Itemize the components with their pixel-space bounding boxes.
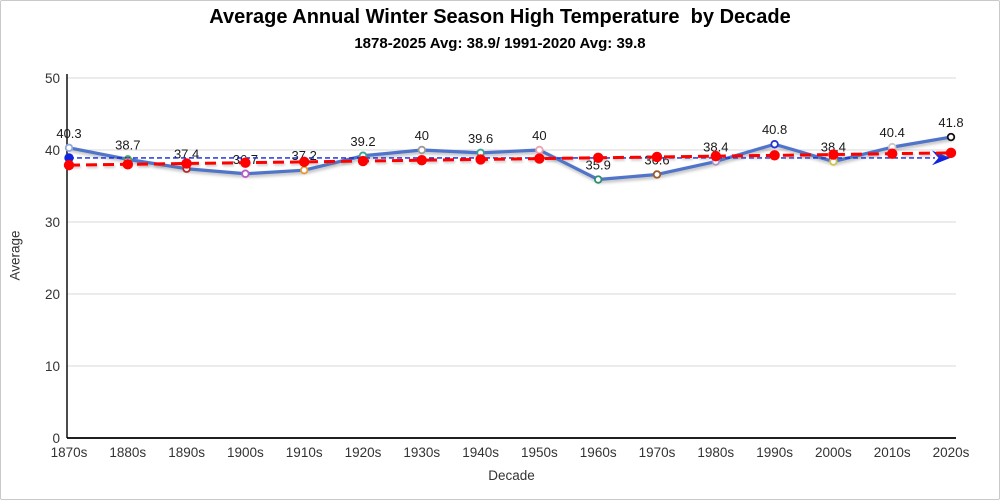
data-point-label: 40.3 [56, 126, 81, 141]
data-point-marker [946, 132, 956, 142]
trend-point-marker [475, 154, 486, 165]
average-reference-start-dot [64, 153, 74, 163]
x-tick-label: 2000s [815, 445, 852, 460]
trend-point-marker [651, 151, 663, 163]
data-point-label: 40 [415, 128, 429, 143]
x-tick-label: 1980s [697, 445, 734, 460]
x-tick-label: 1870s [51, 445, 88, 460]
trend-point-marker [887, 148, 898, 159]
y-tick-label: 10 [45, 359, 60, 374]
data-point-label: 38.4 [821, 140, 846, 155]
x-tick-label: 1990s [756, 445, 793, 460]
data-point-marker [594, 175, 603, 184]
y-tick-label: 0 [52, 431, 60, 446]
x-tick-label: 1900s [227, 445, 264, 460]
data-point-label: 39.2 [350, 134, 375, 149]
trend-point-marker [534, 153, 545, 164]
trend-point-marker [240, 157, 251, 168]
trend-point-marker [299, 156, 310, 168]
trend-point-marker [181, 158, 192, 169]
x-tick-label: 1940s [462, 445, 499, 460]
data-point-label: 39.6 [468, 131, 493, 146]
chart-subtitle: 1878-2025 Avg: 38.9/ 1991-2020 Avg: 39.8 [354, 35, 646, 52]
data-point-label: 37.2 [292, 148, 317, 163]
trend-point-marker [828, 149, 839, 160]
data-point-marker [535, 145, 544, 155]
y-tick-label: 30 [45, 215, 60, 230]
x-tick-label: 2020s [933, 445, 970, 460]
trend-point-marker [357, 155, 369, 167]
data-point-marker [652, 170, 662, 179]
data-point-label: 38.7 [115, 137, 140, 152]
data-point-marker [300, 165, 309, 175]
x-tick-label: 1970s [639, 445, 676, 460]
x-tick-label: 1920s [345, 445, 382, 460]
x-tick-label: 1890s [168, 445, 205, 460]
data-point-marker [417, 145, 426, 155]
trend-point-marker [63, 159, 75, 171]
data-point-marker [64, 143, 74, 153]
trend-point-marker [593, 152, 604, 163]
trend-point-marker [416, 155, 427, 166]
y-tick-label: 40 [45, 143, 60, 158]
x-tick-label: 1960s [580, 445, 617, 460]
chart-title: Average Annual Winter Season High Temper… [209, 6, 791, 28]
data-point-marker [770, 140, 779, 149]
data-point-label: 38.4 [703, 140, 728, 155]
data-point-label: 35.9 [586, 158, 611, 173]
x-axis-title: Decade [488, 468, 535, 483]
x-tick-label: 1880s [109, 445, 146, 460]
x-tick-label: 1910s [286, 445, 323, 460]
data-point-label: 40.8 [762, 122, 787, 137]
trend-point-marker [122, 159, 133, 170]
data-point-label: 41.8 [938, 115, 963, 130]
trend-line [68, 151, 952, 167]
data-point-marker [241, 169, 250, 178]
data-point-label: 40 [532, 128, 546, 143]
data-point-label: 40.4 [880, 125, 905, 140]
trend-point-marker [769, 150, 780, 161]
temperature-series-line [67, 135, 953, 182]
trend-point-marker [945, 147, 957, 159]
x-tick-label: 2010s [874, 445, 911, 460]
x-tick-label: 1930s [403, 445, 440, 460]
y-tick-label: 50 [45, 71, 60, 86]
trend-point-marker [710, 150, 721, 162]
x-tick-label: 1950s [521, 445, 558, 460]
y-tick-label: 20 [45, 287, 60, 302]
